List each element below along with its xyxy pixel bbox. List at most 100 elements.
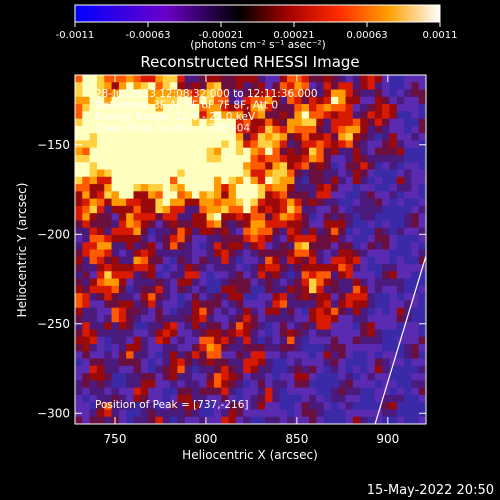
heatmap-cell (309, 278, 317, 287)
heatmap-cell (418, 205, 426, 214)
heatmap-cell (272, 300, 281, 309)
heatmap-cell (418, 191, 426, 199)
heatmap-cell (96, 293, 105, 301)
heatmap-cell (213, 264, 222, 272)
colorbar-tick-label: -0.00021 (199, 30, 244, 41)
heatmap-cell (235, 162, 244, 170)
heatmap-cell (265, 133, 273, 141)
heatmap-cell (221, 409, 229, 418)
heatmap-cell (213, 394, 222, 403)
heatmap-cell (345, 104, 354, 112)
heatmap-cell (243, 380, 251, 389)
heatmap-cell (206, 300, 215, 309)
heatmap-cell (411, 409, 420, 418)
heatmap-cell (148, 125, 156, 134)
heatmap-cell (265, 75, 273, 83)
heatmap-cell (382, 125, 390, 134)
heatmap-cell (104, 89, 112, 98)
heatmap-cell (206, 344, 215, 352)
heatmap-cell (184, 336, 193, 345)
heatmap-cell (396, 133, 405, 141)
heatmap-cell (170, 373, 178, 381)
heatmap-cell (221, 191, 229, 199)
heatmap-cell (111, 285, 120, 294)
heatmap-cell (199, 249, 208, 258)
heatmap-cell (418, 140, 426, 149)
heatmap-cell (345, 111, 354, 120)
heatmap-cell (133, 242, 142, 250)
colorbar-gradient (74, 4, 441, 23)
heatmap-cell (221, 416, 229, 424)
heatmap-cell (287, 205, 295, 214)
heatmap-cell (316, 154, 325, 163)
heatmap-cell (338, 293, 346, 301)
heatmap-cell (228, 118, 237, 127)
heatmap-cell (367, 351, 376, 359)
heatmap-cell (360, 104, 368, 112)
heatmap-cell (104, 278, 112, 287)
heatmap-cell (126, 256, 134, 265)
heatmap-cell (316, 358, 325, 367)
heatmap-cell (228, 394, 237, 403)
heatmap-cell (89, 300, 98, 309)
heatmap-cell (213, 125, 222, 134)
heatmap-cell (374, 184, 383, 192)
heatmap-cell (352, 198, 361, 207)
heatmap-cell (338, 198, 346, 207)
heatmap-cell (287, 416, 295, 424)
heatmap-cell (177, 329, 186, 338)
heatmap-cell (82, 111, 91, 120)
heatmap-cell (352, 380, 361, 389)
heatmap-cell (265, 82, 273, 90)
heatmap-cell (323, 307, 332, 316)
heatmap-cell (82, 147, 91, 156)
heatmap-cell (155, 205, 164, 214)
heatmap-cell (257, 118, 266, 127)
heatmap-cell (404, 329, 412, 338)
heatmap-cell (309, 285, 317, 294)
heatmap-cell (213, 162, 222, 170)
heatmap-cell (162, 96, 171, 105)
heatmap-cell (411, 365, 420, 374)
heatmap-cell (192, 154, 200, 163)
heatmap-cell (396, 147, 405, 156)
heatmap-cell (235, 96, 244, 105)
heatmap-cell (89, 242, 98, 250)
heatmap-cell (235, 234, 244, 243)
heatmap-cell (265, 140, 273, 149)
heatmap-cell (96, 169, 105, 178)
heatmap-cell (228, 278, 237, 287)
annotation-line: Detectors: 3F 4F 5F 6F 7F 8F, Att 0 (95, 100, 278, 112)
heatmap-cell (96, 242, 105, 250)
heatmap-cell (330, 162, 339, 170)
heatmap-cell (111, 147, 120, 156)
heatmap-cell (294, 82, 303, 90)
heatmap-cell (309, 271, 317, 279)
heatmap-cell (192, 271, 200, 279)
heatmap-cell (199, 198, 208, 207)
heatmap-cell (323, 314, 332, 323)
heatmap-cell (177, 118, 186, 127)
heatmap-cell (118, 322, 127, 330)
heatmap-cell (89, 154, 98, 163)
y-tick-label: −250 (37, 317, 70, 331)
heatmap-cell (96, 387, 105, 396)
heatmap-cell (352, 307, 361, 316)
heatmap-cell (184, 184, 193, 192)
heatmap-cell (162, 118, 171, 127)
heatmap-cell (75, 169, 83, 178)
heatmap-cell (155, 336, 164, 345)
heatmap-cell (418, 154, 426, 163)
heatmap-cell (118, 293, 127, 301)
heatmap-cell (235, 416, 244, 424)
heatmap-cell (250, 271, 259, 279)
heatmap-cell (235, 307, 244, 316)
heatmap-cell (199, 293, 208, 301)
heatmap-cell (411, 256, 420, 265)
heatmap-cell (265, 314, 273, 323)
heatmap-cell (243, 89, 251, 98)
heatmap-cell (257, 205, 266, 214)
heatmap-cell (316, 104, 325, 112)
heatmap-cell (338, 336, 346, 345)
heatmap-cell (287, 96, 295, 105)
